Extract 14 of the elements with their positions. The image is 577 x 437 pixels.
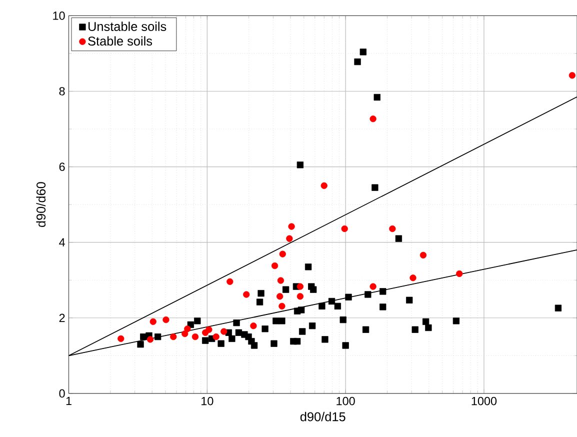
x-tick-label: 100 — [336, 397, 355, 406]
y-tick-label: 4 — [59, 238, 65, 247]
y-tick-label: 8 — [59, 87, 65, 96]
y-tick-label: 6 — [59, 162, 65, 172]
y-tick-label: 2 — [59, 314, 65, 322]
x-tick-label: 1 — [66, 397, 72, 406]
y-tick-label: 0 — [59, 389, 65, 398]
x-axis-title: d90/d15 — [300, 412, 346, 422]
legend-label: Unstable soils — [88, 22, 166, 32]
x-tick-label: 10 — [202, 397, 214, 406]
x-tick-label: 1000 — [472, 397, 497, 406]
legend-label: Stable soils — [88, 36, 152, 46]
y-tick-label: 10 — [53, 12, 65, 20]
y-axis-title: d90/d60 — [36, 182, 46, 228]
